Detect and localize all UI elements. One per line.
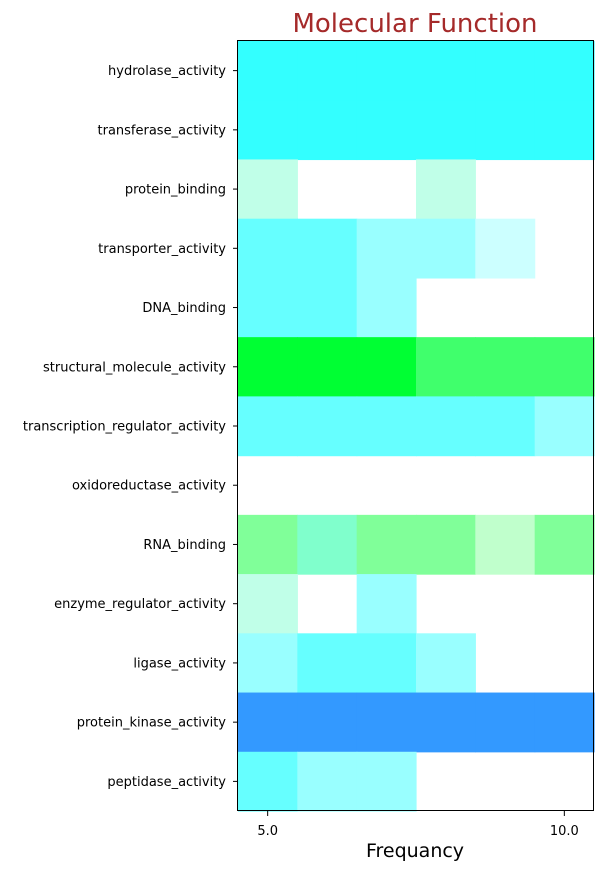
heatmap-cell (297, 692, 358, 753)
heatmap-cell (297, 633, 358, 694)
heatmap-cell (356, 574, 417, 634)
heatmap-cell (356, 633, 417, 694)
heatmap-cells (238, 41, 595, 812)
heatmap-cell (238, 100, 298, 161)
heatmap-cell (297, 337, 358, 397)
heatmap-cell (416, 159, 476, 220)
heatmap-cell (475, 41, 536, 101)
x-axis-label: Frequancy (366, 840, 464, 862)
y-tick-label: RNA_binding (143, 538, 226, 553)
heatmap-cell (238, 159, 298, 220)
heatmap-cell (238, 574, 298, 634)
heatmap-cell (416, 41, 476, 101)
heatmap-cell (475, 396, 536, 457)
heatmap-cell (297, 41, 358, 101)
y-axis: hydrolase_activity transferase_activitypr… (23, 64, 238, 790)
heatmap-cell (238, 41, 298, 101)
y-tick-label: ligase_activity (133, 656, 226, 671)
heatmap-cell (475, 692, 536, 753)
heatmap-cell (416, 337, 476, 397)
x-tick-label: 10.0 (550, 824, 579, 839)
heatmap-cell (238, 692, 298, 753)
heatmap-cell (416, 633, 476, 694)
heatmap-cell (238, 514, 298, 575)
heatmap-cell (297, 514, 358, 575)
heatmap-cell (297, 277, 358, 338)
heatmap-cell (297, 218, 358, 279)
heatmap-cell (356, 100, 417, 161)
heatmap-cell (475, 100, 536, 161)
heatmap-cell (238, 633, 298, 694)
heatmap-cell (238, 277, 298, 338)
heatmap-cell (475, 218, 536, 279)
y-tick-label: protein_binding (125, 183, 226, 198)
y-tick-label: transcription_regulator_activity (23, 420, 226, 435)
y-tick-label: DNA_binding (142, 301, 226, 316)
heatmap-cell (356, 277, 417, 338)
heatmap-cell (416, 100, 476, 161)
heatmap-cell (356, 396, 417, 457)
heatmap-cell (356, 692, 417, 753)
y-tick-label: protein_kinase_activity (77, 716, 227, 731)
heatmap-cell (534, 396, 595, 457)
heatmap-cell (238, 396, 298, 457)
heatmap-cell (416, 218, 476, 279)
heatmap-cell (416, 514, 476, 575)
y-tick-label: transporter_activity (98, 242, 226, 257)
heatmap-cell (238, 218, 298, 279)
heatmap-cell (356, 751, 417, 812)
y-tick-label: transferase_activity (98, 123, 227, 138)
x-axis: 5.0 10.0 (257, 811, 579, 839)
heatmap-cell (297, 100, 358, 161)
heatmap-cell (238, 337, 298, 397)
heatmap-cell (534, 41, 595, 101)
heatmap-cell (356, 41, 417, 101)
heatmap-cell (297, 751, 358, 812)
heatmap-cell (356, 514, 417, 575)
heatmap-cell (534, 100, 595, 161)
heatmap-cell (475, 514, 536, 575)
heatmap-cell (534, 337, 595, 397)
heatmap-cell (356, 218, 417, 279)
chart-title: Molecular Function (292, 9, 537, 39)
heatmap-cell (475, 337, 536, 397)
y-tick-label: structural_molecule_activity (43, 360, 226, 375)
heatmap-cell (416, 692, 476, 753)
heatmap-cell (238, 751, 298, 812)
heatmap-cell (416, 396, 476, 457)
y-tick-label: hydrolase_activity (108, 64, 226, 79)
y-tick-label: oxidoreductase_activity (72, 479, 226, 494)
heatmap-cell (534, 692, 595, 753)
heatmap-cell (297, 396, 358, 457)
x-tick-label: 5.0 (257, 824, 278, 839)
heatmap-cell (356, 337, 417, 397)
y-tick-label: peptidase_activity (107, 775, 226, 790)
heatmap-cell (534, 514, 595, 575)
y-tick-label: enzyme_regulator_activity (54, 597, 226, 612)
